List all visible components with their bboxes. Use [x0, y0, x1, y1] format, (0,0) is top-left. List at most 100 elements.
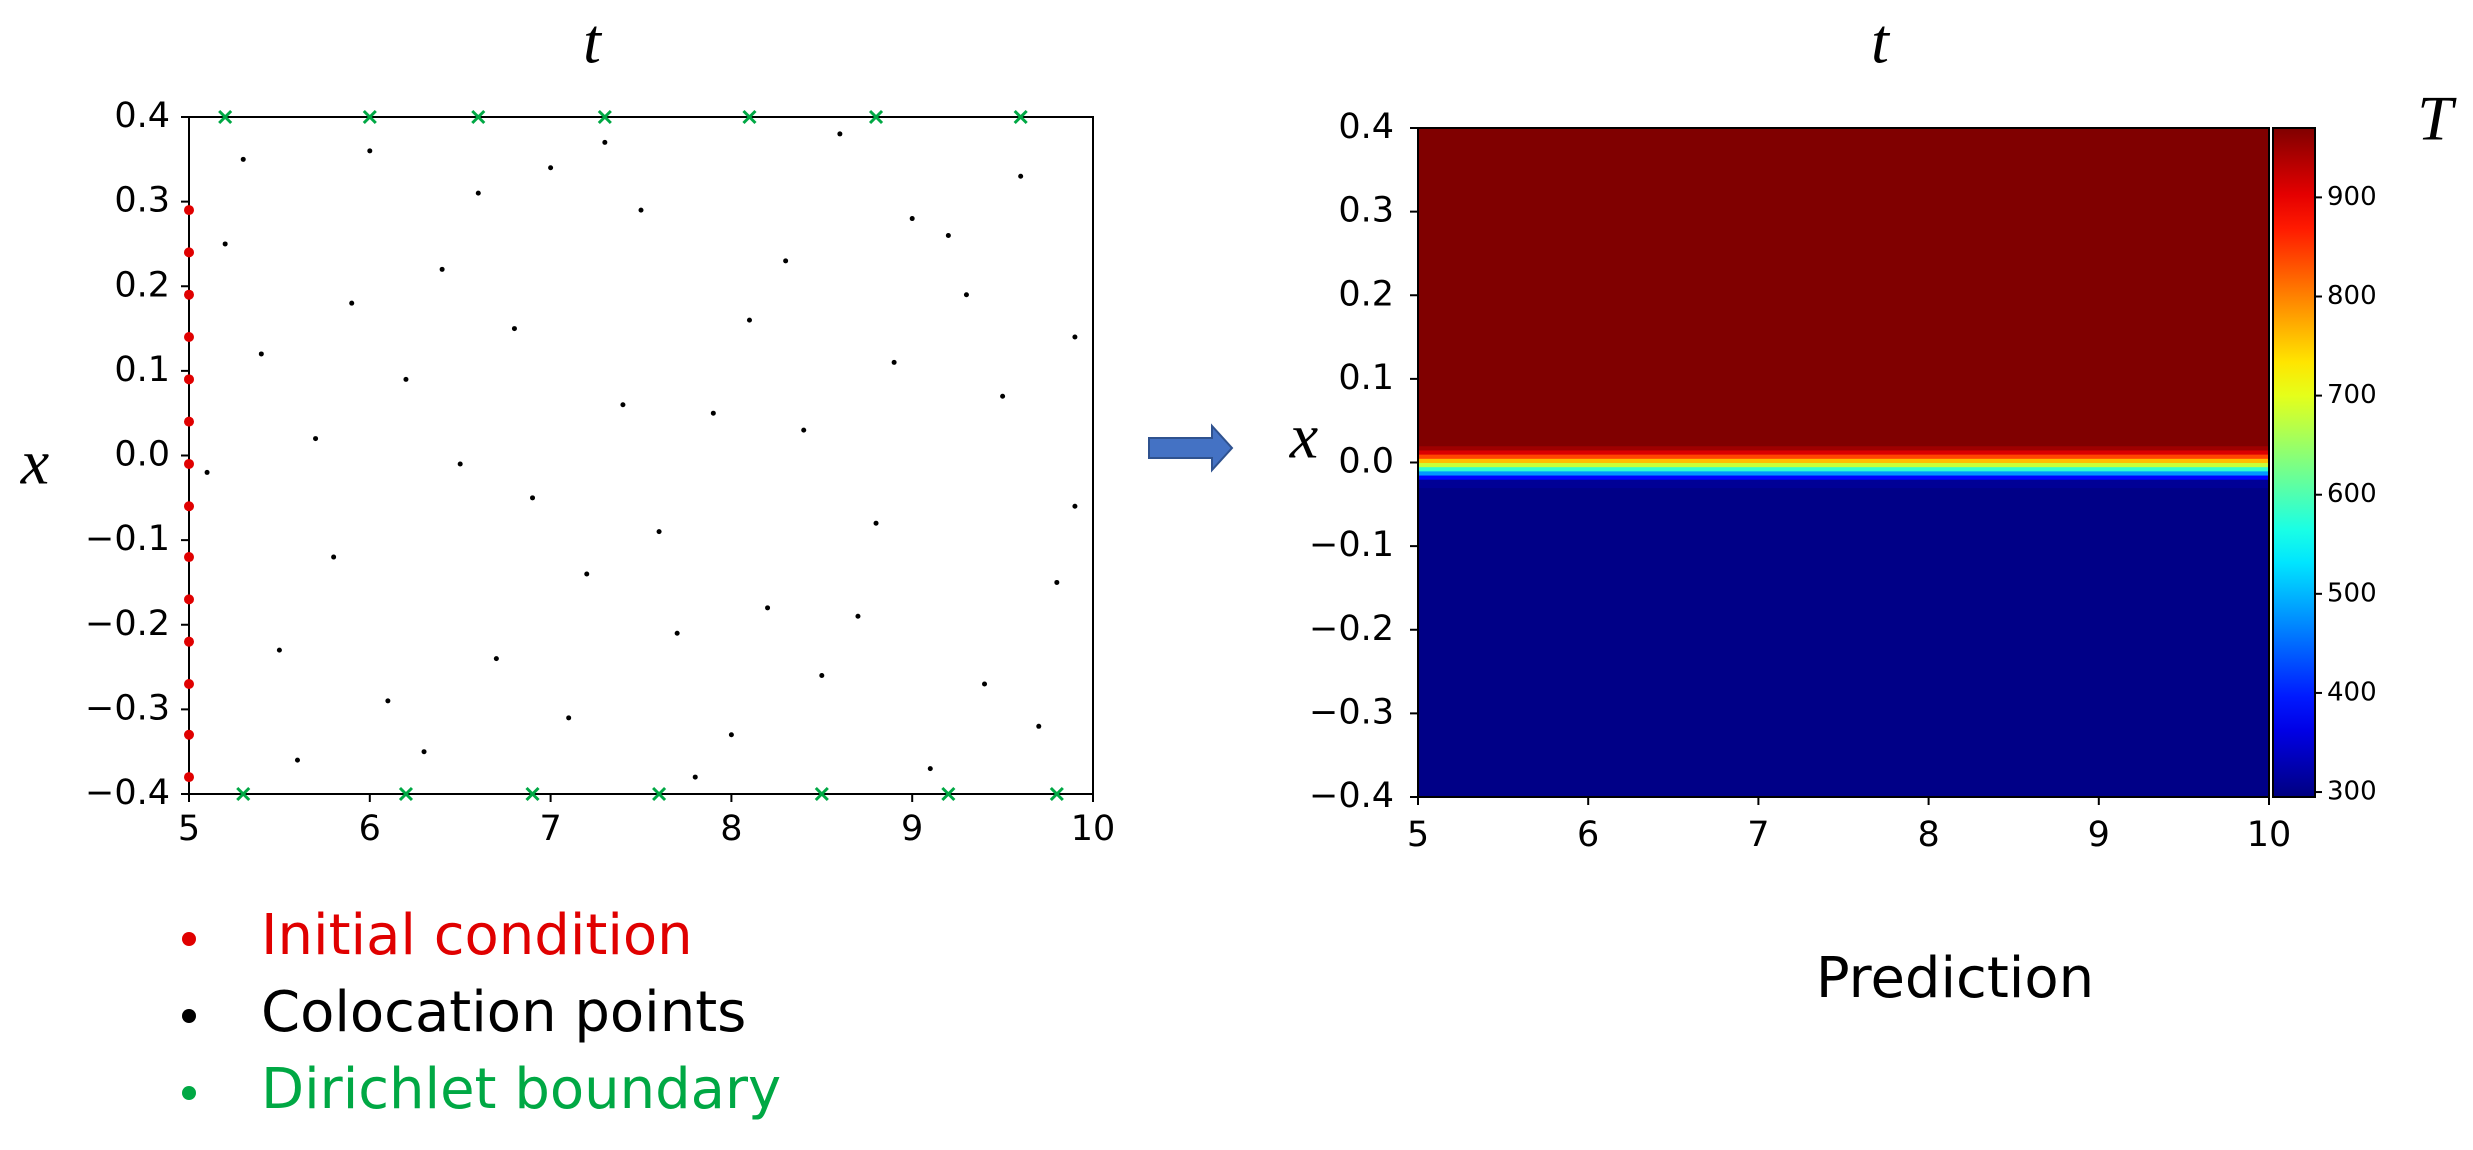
- data-point: [385, 698, 391, 704]
- x-axis-label: t: [1871, 6, 1891, 77]
- y-tick-label: 0.4: [1338, 107, 1394, 147]
- legend-label: Colocation points: [261, 980, 746, 1045]
- heat-cell: [1418, 479, 2269, 489]
- legend-label: Initial condition: [261, 903, 693, 968]
- data-point: [258, 351, 264, 357]
- data-point: [1018, 173, 1024, 179]
- x-tick-label: 6: [359, 809, 381, 849]
- y-tick-label: −0.1: [85, 519, 170, 559]
- data-point: [1072, 334, 1078, 340]
- data-point: [674, 630, 680, 636]
- heat-cell: [1418, 454, 2269, 459]
- data-point: [1036, 723, 1042, 729]
- data-point: [638, 207, 644, 213]
- data-point: [927, 766, 933, 772]
- data-point: [620, 402, 626, 408]
- y-tick-label: 0.1: [114, 350, 170, 390]
- data-point: [184, 247, 194, 258]
- colorbar-tick-label: 300: [2327, 777, 2377, 807]
- y-tick-label: 0.2: [1338, 274, 1394, 314]
- boundary-point: [597, 109, 612, 125]
- heat-cell: [1418, 449, 2269, 455]
- x-tick-label: 8: [1917, 815, 1939, 855]
- y-tick-label: −0.1: [1309, 525, 1394, 565]
- data-point: [982, 681, 988, 687]
- data-point: [184, 374, 194, 385]
- data-point: [783, 258, 789, 264]
- legend-label: Dirichlet boundary: [261, 1057, 781, 1122]
- caption: Prediction: [1816, 946, 2094, 1011]
- colorbar-label: T: [2417, 83, 2457, 154]
- data-point: [313, 436, 319, 442]
- x-axis-label: t: [583, 6, 603, 77]
- data-point: [294, 757, 300, 763]
- data-point: [1072, 503, 1078, 509]
- colorbar-tick-label: 700: [2327, 380, 2377, 410]
- plot-frame: [188, 116, 1094, 795]
- x-tick-label: 5: [1407, 815, 1429, 855]
- data-point: [349, 300, 355, 306]
- heat-cell: [1418, 470, 2269, 476]
- legend-marker: [182, 932, 196, 946]
- data-point: [945, 232, 951, 238]
- data-point: [873, 520, 879, 526]
- boundary-point: [236, 786, 251, 802]
- x-tick-label: 9: [2088, 815, 2110, 855]
- data-point: [331, 554, 337, 560]
- data-point: [656, 529, 662, 535]
- y-tick-label: −0.3: [1309, 692, 1394, 732]
- colorbar-tick-label: 500: [2327, 578, 2377, 608]
- y-tick-label: −0.2: [1309, 609, 1394, 649]
- data-point: [855, 613, 861, 619]
- colorbar-tick-label: 600: [2327, 479, 2377, 509]
- x-tick-label: 7: [539, 809, 561, 849]
- data-point: [240, 156, 246, 162]
- y-tick-label: −0.4: [1309, 776, 1394, 816]
- heat-cell: [1418, 462, 2269, 468]
- data-point: [493, 656, 499, 662]
- boundary-point: [218, 109, 233, 125]
- y-axis-label: x: [1289, 401, 1318, 472]
- data-point: [184, 636, 194, 647]
- colorbar-tick-label: 400: [2327, 677, 2377, 707]
- data-point: [222, 241, 228, 247]
- x-tick-label: 10: [1071, 809, 1116, 849]
- data-point: [184, 501, 194, 512]
- x-tick-label: 7: [1747, 815, 1769, 855]
- data-point: [184, 729, 194, 740]
- boundary-point: [471, 109, 486, 125]
- boundary-point: [652, 786, 667, 802]
- data-point: [421, 749, 427, 755]
- legend-marker: [182, 1009, 196, 1023]
- data-point: [765, 605, 771, 611]
- y-tick-label: 0.1: [1338, 358, 1394, 398]
- y-tick-label: 0.3: [114, 181, 170, 221]
- boundary-point: [941, 786, 956, 802]
- data-point: [475, 190, 481, 196]
- boundary-point: [742, 109, 757, 125]
- arrow: [1148, 423, 1234, 473]
- data-point: [184, 678, 194, 689]
- data-point: [403, 376, 409, 382]
- data-point: [1000, 393, 1006, 399]
- data-point: [566, 715, 572, 721]
- y-tick-label: 0.2: [114, 265, 170, 305]
- data-point: [184, 552, 194, 563]
- data-point: [204, 469, 210, 475]
- y-tick-label: −0.4: [85, 773, 170, 813]
- data-point: [710, 410, 716, 416]
- data-point: [184, 772, 194, 783]
- data-point: [530, 495, 536, 501]
- y-tick-label: −0.2: [85, 604, 170, 644]
- heat-cell: [1418, 128, 2269, 447]
- x-tick-label: 8: [720, 809, 742, 849]
- data-point: [837, 131, 843, 137]
- legend-marker: [182, 1086, 196, 1100]
- data-point: [746, 317, 752, 323]
- heat-cell: [1418, 475, 2269, 480]
- boundary-point: [1049, 786, 1064, 802]
- y-tick-label: 0.4: [114, 96, 170, 136]
- data-point: [457, 461, 463, 467]
- heat-cell: [1418, 445, 2269, 451]
